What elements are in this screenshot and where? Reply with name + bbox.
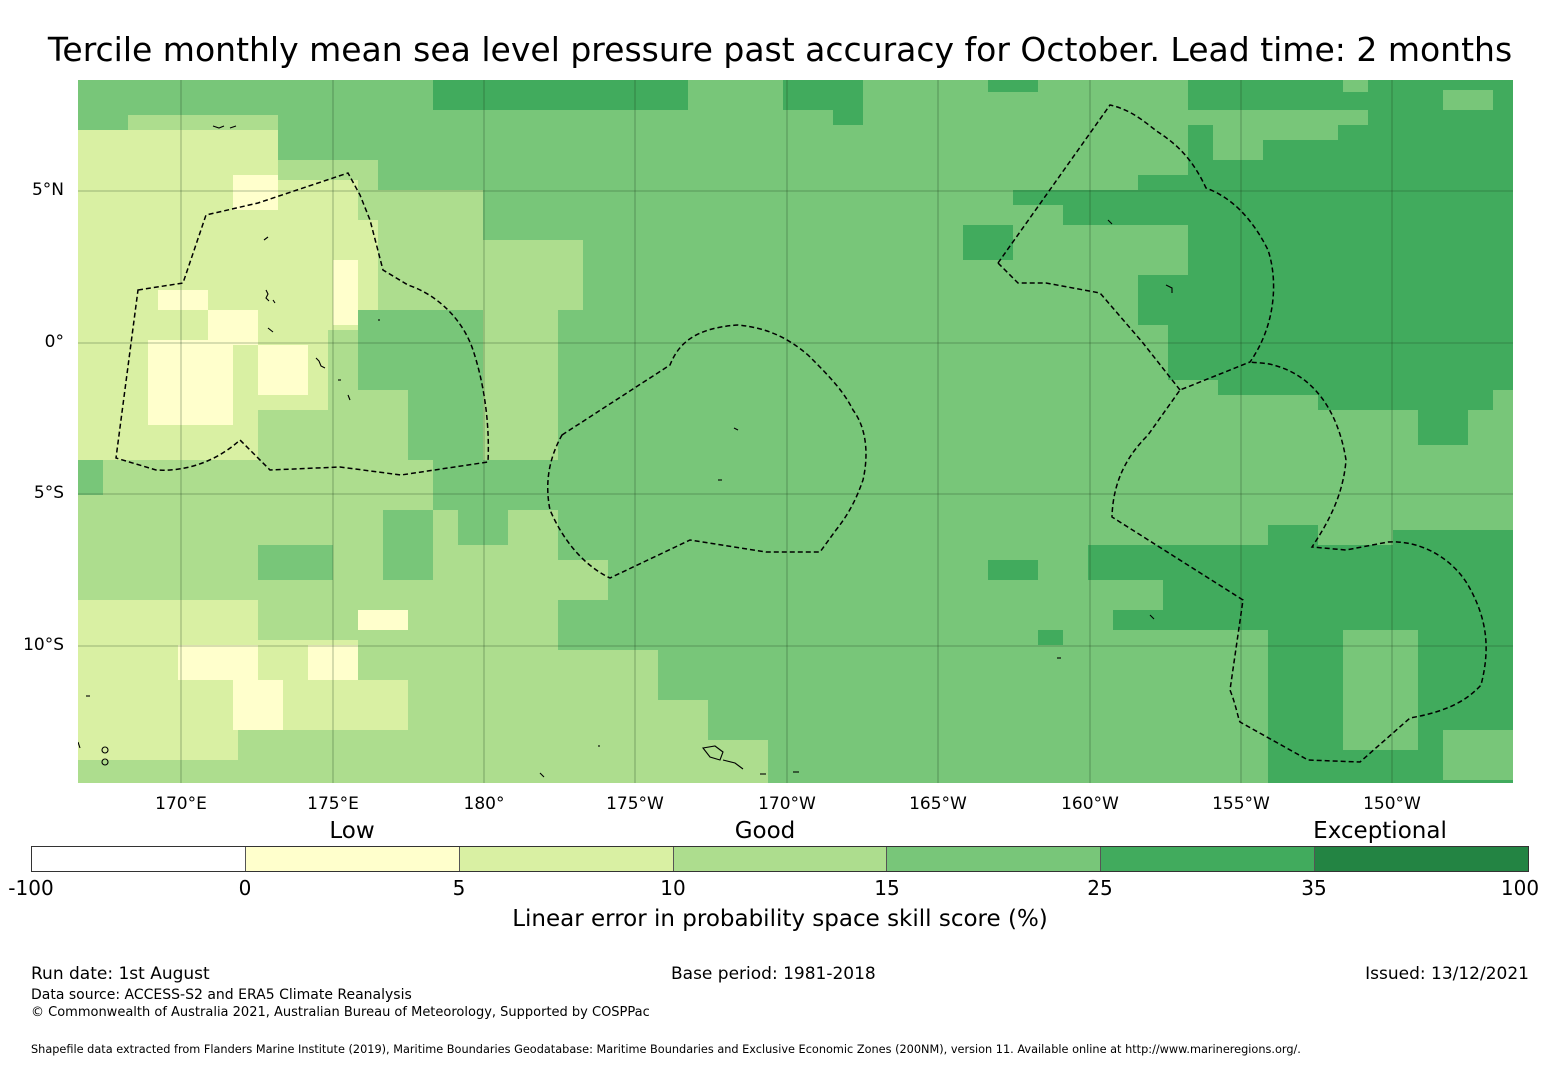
category-good: Good	[734, 818, 796, 844]
tick-label: -100	[8, 876, 54, 900]
lon-label-180: 180°	[463, 794, 505, 814]
lon-label-170e: 170°E	[155, 794, 207, 814]
shapefile-note: Shapefile data extracted from Flanders M…	[31, 1043, 1301, 1056]
tick-label: 0	[238, 876, 252, 900]
colorbar-swatch-3	[673, 847, 888, 871]
lon-label-175e: 175°E	[307, 794, 359, 814]
colorbar	[31, 846, 1529, 872]
issued-date: Issued: 13/12/2021	[1365, 964, 1529, 984]
copyright: © Commonwealth of Australia 2021, Austra…	[31, 1005, 650, 1020]
colorbar-swatch-0	[32, 847, 246, 871]
lat-label-10s: 10°S	[23, 635, 64, 655]
data-source: Data source: ACCESS-S2 and ERA5 Climate …	[31, 987, 412, 1003]
colorbar-swatch-1	[245, 847, 460, 871]
skill-field	[78, 80, 1513, 783]
colorbar-swatch-2	[459, 847, 674, 871]
run-date: Run date: 1st August	[31, 964, 210, 984]
graticule	[78, 80, 1513, 783]
tick-label: 100	[1500, 876, 1540, 900]
lon-label-165w: 165°W	[909, 794, 967, 814]
map-title: Tercile monthly mean sea level pressure …	[47, 30, 1513, 69]
tick-label: 15	[874, 876, 900, 900]
category-exceptional: Exceptional	[1313, 818, 1447, 844]
colorbar-label: Linear error in probability space skill …	[512, 906, 1048, 932]
lon-label-155w: 155°W	[1212, 794, 1270, 814]
tick-label: 10	[660, 876, 686, 900]
lon-label-160w: 160°W	[1061, 794, 1119, 814]
eez-kiribati-line	[997, 104, 1487, 763]
eez-boundaries	[115, 104, 1487, 763]
tick-label: 35	[1301, 876, 1327, 900]
eez-tuvalu	[115, 172, 490, 476]
category-low: Low	[329, 818, 375, 844]
tick-label: 25	[1087, 876, 1113, 900]
lon-label-175w: 175°W	[606, 794, 664, 814]
islands	[78, 125, 1173, 778]
skill-score-map	[78, 80, 1513, 783]
lat-label-5s: 5°S	[33, 483, 64, 503]
lon-label-150w: 150°W	[1363, 794, 1421, 814]
colorbar-swatch-5	[1101, 847, 1316, 871]
lat-label-5n: 5°N	[31, 180, 64, 200]
tick-label: 5	[452, 876, 466, 900]
colorbar-swatch-6	[1315, 847, 1529, 871]
lon-label-170w: 170°W	[758, 794, 816, 814]
eez-tokelau	[547, 324, 867, 579]
base-period: Base period: 1981-2018	[671, 964, 876, 984]
lat-label-0: 0°	[44, 332, 64, 352]
colorbar-swatch-4	[887, 847, 1102, 871]
